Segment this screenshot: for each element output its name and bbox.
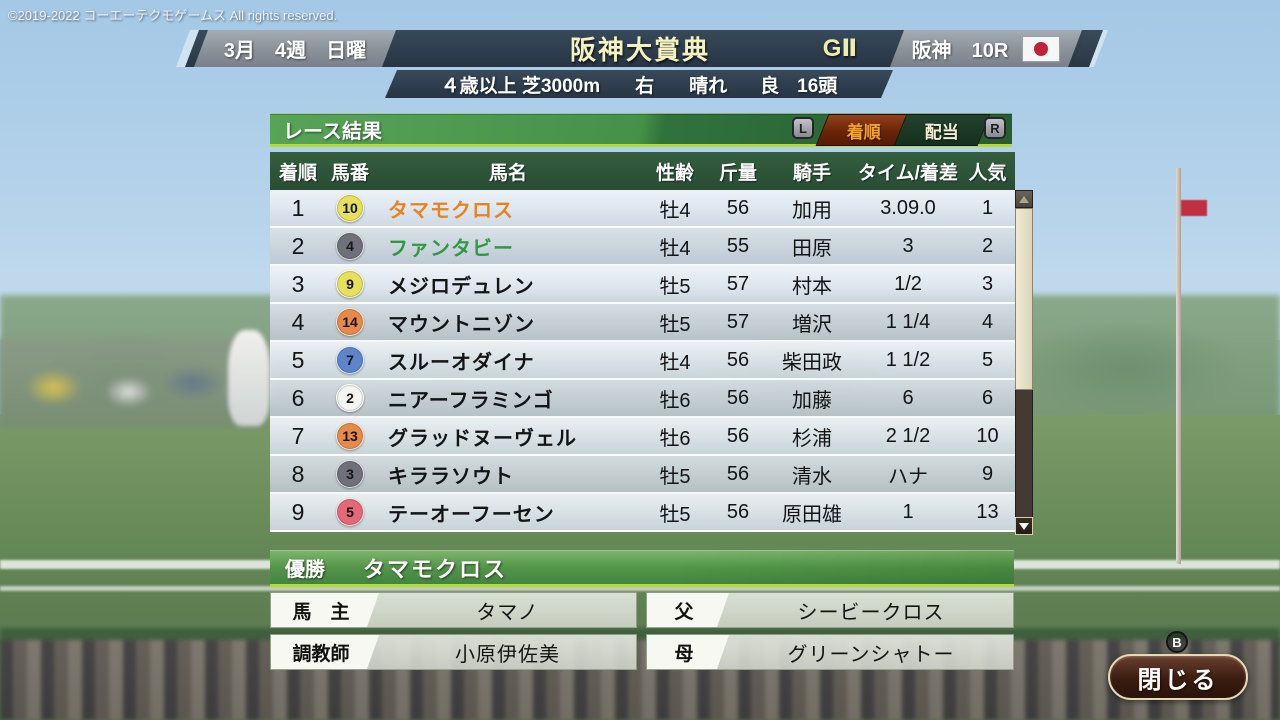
horse-name: ファンタビー bbox=[388, 237, 514, 260]
col-sex-age: 性齢 bbox=[655, 162, 694, 184]
horse-name: グラッドヌーヴェル bbox=[388, 427, 577, 450]
horse-number-badge: 5 bbox=[336, 498, 364, 526]
race-name: 阪神大賞典 bbox=[569, 35, 710, 65]
results-table: 1 10 タマモクロス 牡4 56 加用 3.09.0 1 2 4 ファンタビー… bbox=[270, 190, 1015, 532]
background-statue bbox=[228, 330, 270, 426]
background-crowd-left bbox=[0, 338, 268, 428]
horse-number-badge: 9 bbox=[336, 270, 364, 298]
detail-trainer: 調教師 小原伊佐美 bbox=[270, 634, 637, 670]
horse-name: キララソウト bbox=[388, 465, 514, 488]
copyright-text: ©2019-2022 コーエーテクモゲームス All rights reserv… bbox=[8, 8, 338, 23]
panel-title: レース結果 bbox=[283, 120, 382, 143]
col-place: 着順 bbox=[278, 162, 317, 184]
horse-name: ニアーフラミンゴ bbox=[388, 389, 554, 412]
col-time-margin: タイム/着差 bbox=[858, 162, 958, 184]
race-conditions: ４歳以上 芝3000m 右 晴れ 良 16頭 bbox=[385, 70, 893, 98]
condition-age-course: ４歳以上 芝3000m bbox=[440, 75, 601, 97]
winner-label: 優勝 bbox=[285, 559, 325, 581]
table-row[interactable]: 8 3 キララソウト 牡5 56 清水 ハナ 9 bbox=[270, 456, 1015, 494]
horse-number-badge: 4 bbox=[336, 232, 364, 260]
horse-number-badge: 14 bbox=[336, 308, 364, 336]
arrow-up-icon bbox=[1019, 195, 1029, 203]
col-weight: 斤量 bbox=[718, 162, 757, 184]
horse-name: スルーオダイナ bbox=[388, 351, 535, 374]
background-pole bbox=[1176, 168, 1181, 564]
panel-title-bar: レース結果 L 着順 配当 R bbox=[270, 113, 1012, 147]
winner-details: 馬 主 タマノ 父 シービークロス 調教師 小原伊佐美 母 グリーンシャトー bbox=[270, 592, 1014, 670]
table-row[interactable]: 2 4 ファンタビー 牡4 55 田原 3 2 bbox=[270, 228, 1015, 266]
detail-sire: 父 シービークロス bbox=[646, 592, 1014, 628]
horse-name: タマモクロス bbox=[388, 199, 514, 222]
background-red-flag bbox=[1181, 200, 1207, 216]
col-number: 馬番 bbox=[330, 162, 369, 184]
winner-bar: 優勝 タマモクロス bbox=[270, 550, 1014, 587]
japan-flag-icon bbox=[1022, 36, 1060, 62]
scroll-up-button[interactable] bbox=[1015, 190, 1033, 208]
left-bumper-button[interactable]: L bbox=[792, 117, 814, 139]
background-rail bbox=[0, 586, 1280, 591]
horse-number-badge: 3 bbox=[336, 460, 364, 488]
horse-name: マウントニゾン bbox=[388, 313, 535, 336]
right-bumper-button[interactable]: R bbox=[984, 117, 1006, 139]
results-table-header: 着順 馬番 馬名 性齢 斤量 騎手 タイム/着差 人気 bbox=[270, 152, 1015, 190]
condition-field-size: 16頭 bbox=[797, 75, 838, 97]
col-jockey: 騎手 bbox=[792, 162, 831, 184]
detail-dam: 母 グリーンシャトー bbox=[646, 634, 1014, 670]
col-popularity: 人気 bbox=[968, 162, 1007, 184]
condition-weather: 晴れ bbox=[689, 75, 728, 97]
col-name: 馬名 bbox=[488, 162, 527, 184]
table-row[interactable]: 4 14 マウントニゾン 牡5 57 増沢 1 1/4 4 bbox=[270, 304, 1015, 342]
background-crowd-bottom bbox=[0, 640, 1280, 720]
horse-number-badge: 13 bbox=[336, 422, 364, 450]
table-row[interactable]: 9 5 テーオーフーセン 牡5 56 原田雄 1 13 bbox=[270, 494, 1015, 532]
table-row[interactable]: 7 13 グラッドヌーヴェル 牡6 56 杉浦 2 1/2 10 bbox=[270, 418, 1015, 456]
detail-owner: 馬 主 タマノ bbox=[270, 592, 637, 628]
horse-number-badge: 2 bbox=[336, 384, 364, 412]
venue-label: 阪神 10R bbox=[911, 40, 1009, 62]
gamepad-b-hint: B bbox=[1166, 631, 1188, 653]
horse-name: メジロデュレン bbox=[388, 275, 535, 298]
table-row[interactable]: 6 2 ニアーフラミンゴ 牡6 56 加藤 6 6 bbox=[270, 380, 1015, 418]
race-venue: 阪神 10R bbox=[890, 30, 1082, 67]
winner-name: タマモクロス bbox=[363, 556, 508, 582]
race-date: 3月 4週 日曜 bbox=[194, 30, 396, 67]
scroll-down-button[interactable] bbox=[1015, 517, 1033, 535]
arrow-down-icon bbox=[1019, 522, 1029, 530]
horse-number-badge: 7 bbox=[336, 346, 364, 374]
close-button[interactable]: 閉じる bbox=[1108, 654, 1248, 700]
condition-going: 良 bbox=[760, 75, 780, 97]
table-row[interactable]: 1 10 タマモクロス 牡4 56 加用 3.09.0 1 bbox=[270, 190, 1015, 228]
tab-payout[interactable]: 配当 bbox=[893, 114, 991, 146]
table-row[interactable]: 5 7 スルーオダイナ 牡4 56 柴田政 1 1/2 5 bbox=[270, 342, 1015, 380]
horse-name: テーオーフーセン bbox=[388, 503, 555, 526]
horse-number-badge: 10 bbox=[336, 194, 364, 222]
condition-direction: 右 bbox=[635, 75, 655, 97]
table-row[interactable]: 3 9 メジロデュレン 牡5 57 村本 1/2 3 bbox=[270, 266, 1015, 304]
scrollbar-thumb[interactable] bbox=[1015, 208, 1033, 390]
race-grade: GⅡ bbox=[822, 35, 858, 62]
